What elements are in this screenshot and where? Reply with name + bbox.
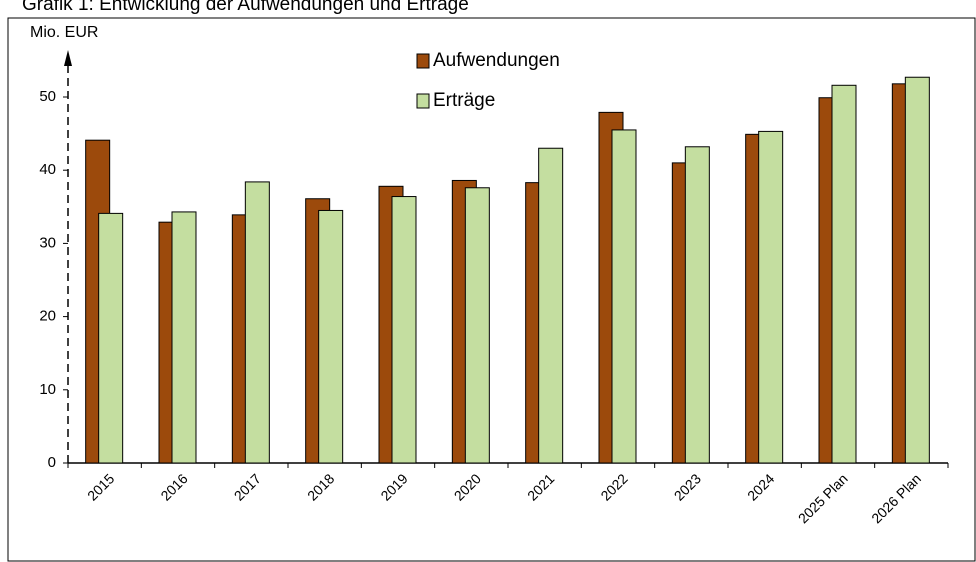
x-tick-label: 2018 — [304, 470, 337, 503]
bar — [171, 211, 197, 464]
bar — [318, 209, 344, 464]
y-tick-label: 0 — [48, 454, 56, 471]
x-tick-label: 2026 Plan — [868, 470, 924, 526]
x-tick-label: 2023 — [671, 470, 704, 503]
y-tick-label: 20 — [39, 308, 56, 325]
bar — [391, 196, 417, 464]
x-tick-label: 2024 — [744, 470, 777, 503]
bar — [244, 181, 270, 464]
bar — [831, 84, 857, 464]
bar — [538, 147, 564, 464]
bar — [611, 129, 637, 464]
bar — [758, 130, 784, 464]
chart-frame — [7, 17, 976, 562]
chart-title: Grafik 1: Entwicklung der Aufwendungen u… — [22, 0, 469, 15]
bar — [464, 187, 490, 464]
y-tick-label: 50 — [39, 88, 56, 105]
x-tick-label: 2020 — [451, 470, 484, 503]
bar — [684, 146, 710, 464]
legend-label: Aufwendungen — [433, 50, 560, 71]
y-tick-label: 40 — [39, 161, 56, 178]
bar — [904, 76, 930, 464]
x-tick-label: 2017 — [231, 470, 264, 503]
x-tick-label: 2022 — [597, 470, 630, 503]
y-tick-label: 10 — [39, 381, 56, 398]
x-tick-label: 2021 — [524, 470, 557, 503]
y-axis-arrow — [64, 50, 72, 66]
bar — [98, 212, 124, 464]
x-tick-label: 2016 — [157, 470, 190, 503]
x-tick-label: 2019 — [377, 470, 410, 503]
y-axis-label: Mio. EUR — [30, 24, 98, 41]
x-tick-label: 2025 Plan — [795, 470, 851, 526]
legend-swatch — [416, 93, 430, 109]
y-tick-label: 30 — [39, 234, 56, 251]
x-tick-label: 2015 — [84, 470, 117, 503]
legend-label: Erträge — [433, 90, 495, 111]
legend-swatch — [416, 53, 430, 69]
